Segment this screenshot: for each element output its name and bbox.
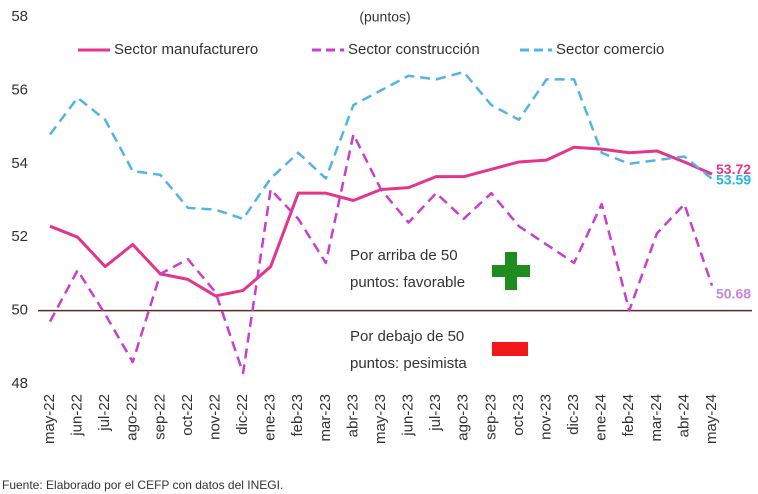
annotation: puntos: favorable <box>350 274 465 291</box>
x-tick-label: jul-23 <box>427 394 444 432</box>
y-tick-label: 58 <box>11 8 28 25</box>
x-tick-label: ene-24 <box>593 394 610 441</box>
series-line <box>49 70 713 221</box>
x-tick-label: dic-22 <box>234 394 251 435</box>
series-line <box>48 133 714 375</box>
y-tick-label: 52 <box>11 228 28 245</box>
x-tick-label: abr-23 <box>344 394 361 437</box>
x-tick-label: abr-24 <box>675 394 692 437</box>
annotation: puntos: pesimista <box>350 355 467 372</box>
x-tick-label: mar-24 <box>648 394 665 442</box>
x-tick-label: ago-23 <box>455 394 472 441</box>
x-tick-label: ene-23 <box>262 394 279 441</box>
plus-icon <box>492 252 530 290</box>
annotation: Por arriba de 50 <box>350 247 458 264</box>
data-label: 53.72 <box>716 161 751 177</box>
x-tick-label: may-23 <box>372 394 389 444</box>
y-tick-label: 56 <box>11 81 28 98</box>
x-tick-label: oct-22 <box>179 394 196 436</box>
y-tick-label: 54 <box>11 155 28 172</box>
legend-label: Sector construcción <box>348 41 480 58</box>
chart-subtitle: (puntos) <box>359 9 410 25</box>
x-tick-label: jun-23 <box>400 394 417 437</box>
x-tick-label: feb-24 <box>620 394 637 437</box>
data-label: 50.68 <box>716 285 751 301</box>
source-note: Fuente: Elaborado por el CEFP con datos … <box>2 478 283 492</box>
x-tick-label: may-24 <box>703 394 720 444</box>
annotation: Por debajo de 50 <box>350 328 464 345</box>
legend-label: Sector manufacturero <box>114 41 258 58</box>
minus-icon <box>492 342 528 356</box>
x-tick-label: oct-23 <box>510 394 527 436</box>
data-label: 53.59 <box>716 172 751 188</box>
x-tick-label: dic-23 <box>565 394 582 435</box>
x-tick-label: jun-22 <box>69 394 86 437</box>
x-tick-label: sep-22 <box>151 394 168 440</box>
x-tick-label: nov-23 <box>537 394 554 440</box>
x-tick-label: nov-22 <box>206 394 223 440</box>
x-tick-label: may-22 <box>41 394 58 444</box>
x-tick-label: sep-23 <box>482 394 499 440</box>
legend-label: Sector comercio <box>556 41 664 58</box>
x-tick-label: feb-23 <box>289 394 306 437</box>
y-tick-label: 50 <box>11 302 28 319</box>
x-tick-label: mar-23 <box>317 394 334 442</box>
y-tick-label: 48 <box>11 375 28 392</box>
x-tick-label: ago-22 <box>124 394 141 441</box>
x-tick-label: jul-22 <box>96 394 113 432</box>
